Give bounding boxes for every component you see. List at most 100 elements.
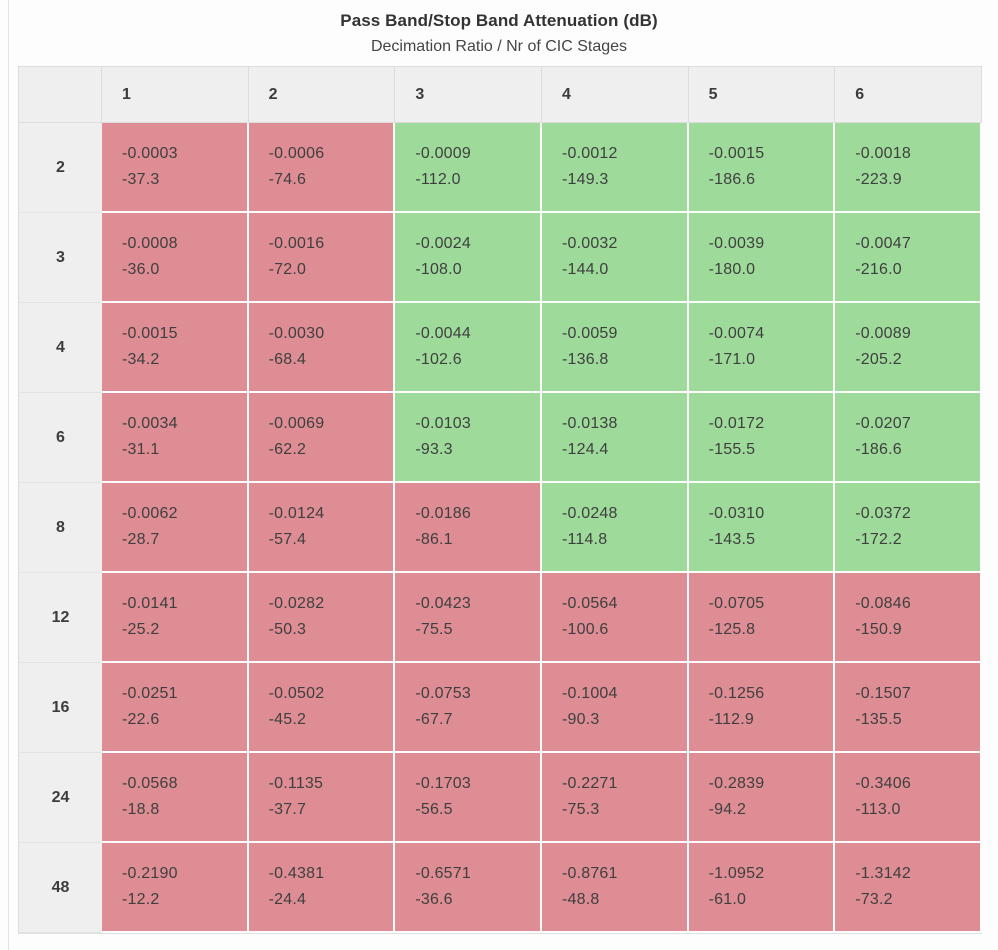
pass-band-value: -1.3142 <box>855 865 911 882</box>
stop-band-value: -150.9 <box>855 621 902 638</box>
value-cell-r6-c2: -0.0069 -62.2 <box>248 393 396 483</box>
value-cell-r6-c4: -0.0138 -124.4 <box>541 393 689 483</box>
pass-band-value: -0.0044 <box>415 325 471 342</box>
table-row-8: 8 -0.0062 -28.7 -0.0124 -57.4 -0.0186 -86.1 -0.… <box>18 483 982 573</box>
stop-band-value: -56.5 <box>415 801 453 818</box>
pass-band-value: -0.0016 <box>268 235 325 252</box>
stop-band-value: -12.2 <box>122 891 160 908</box>
col-header-6: 6 <box>835 66 982 123</box>
stop-band-value: -113.0 <box>855 801 901 818</box>
stop-band-value: -75.5 <box>415 621 453 638</box>
value-cell-r24-c1: -0.0568 -18.8 <box>102 753 249 843</box>
stop-band-value: -36.6 <box>415 891 453 908</box>
row-header-8: 8 <box>18 483 102 573</box>
value-cell-r24-c4: -0.2271 -75.3 <box>541 753 689 843</box>
pass-band-value: -0.3406 <box>855 775 911 792</box>
value-cell-r4-c3: -0.0044 -102.6 <box>395 303 542 393</box>
pass-band-value: -0.0024 <box>415 235 471 252</box>
stop-band-value: -67.7 <box>415 711 453 728</box>
stop-band-value: -149.3 <box>561 171 609 188</box>
stop-band-value: -143.5 <box>708 531 756 548</box>
value-cell-r16-c5: -0.1256 -112.9 <box>688 663 836 753</box>
value-cell-r8-c5: -0.0310 -143.5 <box>688 483 836 573</box>
pass-band-value: -0.0186 <box>415 505 471 522</box>
value-cell-r3-c3: -0.0024 -108.0 <box>395 213 542 303</box>
chart-subtitle: Decimation Ratio / Nr of CIC Stages <box>370 38 628 55</box>
pass-band-value: -0.6571 <box>415 865 471 882</box>
value-cell-r4-c6: -0.0089 -205.2 <box>835 303 982 393</box>
pass-band-value: -0.1256 <box>708 685 765 702</box>
value-cell-r2-c6: -0.0018 -223.9 <box>835 123 982 213</box>
pass-band-value: -0.0564 <box>561 595 618 612</box>
value-cell-r2-c5: -0.0015 -186.6 <box>688 123 836 213</box>
pass-band-value: -0.0502 <box>268 685 325 702</box>
pass-band-value: -0.1135 <box>268 775 324 792</box>
stop-band-value: -90.3 <box>561 711 600 728</box>
pass-band-value: -0.0372 <box>855 505 911 522</box>
stop-band-value: -61.0 <box>708 891 747 908</box>
value-cell-r48-c6: -1.3142 -73.2 <box>835 843 982 933</box>
pass-band-value: -0.0138 <box>561 415 618 432</box>
stop-band-value: -22.6 <box>122 711 160 728</box>
stop-band-value: -28.7 <box>122 531 160 548</box>
table-row-12: 12 -0.0141 -25.2 -0.0282 -50.3 -0.0423 -75.5 -0… <box>18 573 982 663</box>
stop-band-value: -75.3 <box>561 801 600 818</box>
stop-band-value: -155.5 <box>708 441 756 458</box>
row-header-24: 24 <box>18 753 102 843</box>
value-cell-r8-c4: -0.0248 -114.8 <box>541 483 689 573</box>
stop-band-value: -45.2 <box>268 711 307 728</box>
stop-band-value: -172.2 <box>855 531 902 548</box>
stop-band-value: -180.0 <box>708 261 756 278</box>
pass-band-value: -0.2271 <box>561 775 618 792</box>
row-header-2: 2 <box>18 123 102 213</box>
pass-band-value: -0.0032 <box>561 235 618 252</box>
value-cell-r8-c1: -0.0062 -28.7 <box>102 483 249 573</box>
stop-band-value: -112.9 <box>708 711 755 728</box>
stop-band-value: -100.6 <box>561 621 609 638</box>
stop-band-value: -24.4 <box>268 891 307 908</box>
panel-left-border <box>8 0 9 950</box>
pass-band-value: -0.1004 <box>561 685 618 702</box>
value-cell-r6-c3: -0.0103 -93.3 <box>395 393 542 483</box>
pass-band-value: -0.0310 <box>708 505 765 522</box>
row-header-4: 4 <box>18 303 102 393</box>
value-cell-r48-c2: -0.4381 -24.4 <box>248 843 396 933</box>
pass-band-value: -0.0172 <box>708 415 765 432</box>
value-cell-r4-c1: -0.0015 -34.2 <box>102 303 249 393</box>
pass-band-value: -0.2190 <box>122 865 178 882</box>
pass-band-value: -0.0251 <box>122 685 178 702</box>
value-cell-r12-c5: -0.0705 -125.8 <box>688 573 836 663</box>
value-cell-r48-c4: -0.8761 -48.8 <box>541 843 689 933</box>
row-header-16: 16 <box>18 663 102 753</box>
stop-band-value: -62.2 <box>268 441 307 458</box>
stop-band-value: -57.4 <box>268 531 307 548</box>
pass-band-value: -0.0003 <box>122 145 178 162</box>
value-cell-r24-c2: -0.1135 -37.7 <box>248 753 396 843</box>
pass-band-value: -0.0062 <box>122 505 178 522</box>
table-row-4: 4 -0.0015 -34.2 -0.0030 -68.4 -0.0044 -102.6 -0… <box>18 303 982 393</box>
value-cell-r12-c1: -0.0141 -25.2 <box>102 573 249 663</box>
row-header-3: 3 <box>18 213 102 303</box>
pass-band-value: -0.0069 <box>268 415 325 432</box>
pass-band-value: -0.0034 <box>122 415 178 432</box>
row-header-12: 12 <box>18 573 102 663</box>
value-cell-r2-c2: -0.0006 -74.6 <box>248 123 396 213</box>
value-cell-r12-c4: -0.0564 -100.6 <box>541 573 689 663</box>
pass-band-value: -0.4381 <box>268 865 325 882</box>
value-cell-r24-c3: -0.1703 -56.5 <box>395 753 542 843</box>
pass-band-value: -0.0030 <box>268 325 325 342</box>
value-cell-r16-c6: -0.1507 -135.5 <box>835 663 982 753</box>
stop-band-value: -94.2 <box>708 801 747 818</box>
stop-band-value: -125.8 <box>708 621 756 638</box>
pass-band-value: -0.0207 <box>855 415 911 432</box>
value-cell-r2-c4: -0.0012 -149.3 <box>541 123 689 213</box>
value-cell-r12-c6: -0.0846 -150.9 <box>835 573 982 663</box>
pass-band-value: -0.0103 <box>415 415 471 432</box>
stop-band-value: -102.6 <box>415 351 462 368</box>
stop-band-value: -216.0 <box>855 261 902 278</box>
value-cell-r4-c5: -0.0074 -171.0 <box>688 303 836 393</box>
stop-band-value: -135.5 <box>855 711 902 728</box>
